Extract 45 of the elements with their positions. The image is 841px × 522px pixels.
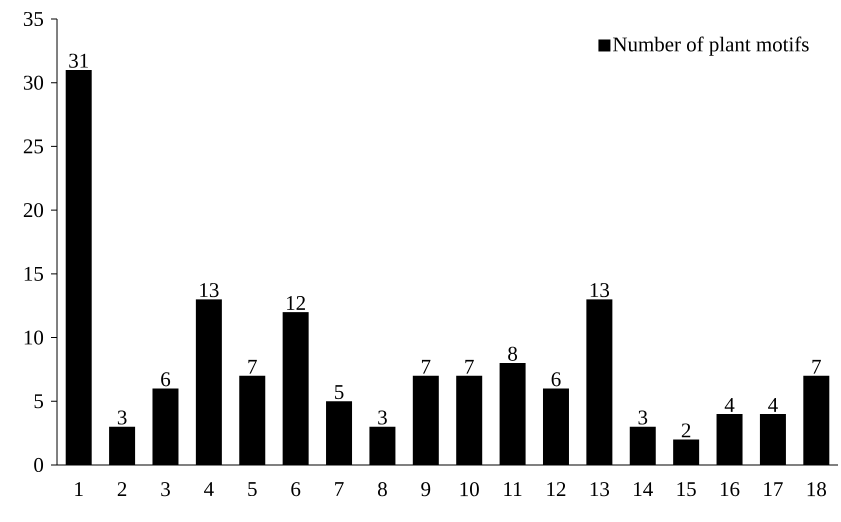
x-tick-label: 1 [75, 482, 83, 496]
x-tick-label: 4 [204, 482, 214, 496]
x-tick-label: 15 [678, 482, 696, 496]
y-tick-label: 20 [24, 203, 44, 218]
data-label: 6 [161, 372, 170, 386]
x-tick-label: 7 [335, 482, 344, 496]
y-tick-label: 35 [24, 12, 44, 26]
data-label: 6 [552, 372, 561, 386]
data-label: 5 [335, 385, 344, 400]
y-tick-label: 10 [24, 330, 44, 345]
y-tick-label: 25 [24, 139, 44, 154]
data-label: 3 [378, 410, 387, 425]
data-label: 7 [465, 360, 474, 374]
y-tick-label: 15 [24, 266, 44, 281]
data-label: 4 [768, 398, 778, 412]
x-tick-label: 12 [547, 482, 566, 496]
x-tick-label: 10 [460, 482, 479, 496]
data-label: 7 [422, 360, 430, 374]
y-tick-label: 5 [34, 394, 44, 408]
x-tick-label: 9 [421, 482, 430, 496]
data-label: 31 [69, 54, 88, 68]
legend-label: Number of plant motifs [613, 36, 809, 56]
data-label: 3 [118, 410, 127, 425]
x-tick-label: 2 [118, 482, 126, 496]
data-label: 13 [590, 283, 610, 298]
data-label: 3 [638, 410, 648, 425]
x-tick-label: 5 [248, 482, 257, 496]
x-tick-label: 16 [720, 482, 740, 496]
x-tick-label: 6 [291, 482, 300, 496]
x-tick-label: 11 [504, 482, 522, 496]
data-label: 12 [287, 296, 305, 310]
x-tick-label: 17 [764, 482, 783, 496]
x-tick-label: 8 [378, 482, 387, 496]
data-label: 13 [200, 283, 219, 298]
x-tick-label: 3 [161, 482, 170, 496]
data-label: 2 [682, 423, 690, 438]
x-tick-label: 18 [808, 482, 826, 496]
x-tick-label: 13 [590, 482, 610, 496]
data-label: 7 [248, 360, 257, 374]
data-label: 4 [724, 398, 734, 412]
data-label: 8 [508, 346, 518, 361]
y-tick-label: 0 [34, 458, 44, 472]
x-tick-label: 14 [634, 482, 653, 496]
y-tick-label: 30 [24, 76, 44, 90]
data-label: 7 [812, 360, 821, 374]
